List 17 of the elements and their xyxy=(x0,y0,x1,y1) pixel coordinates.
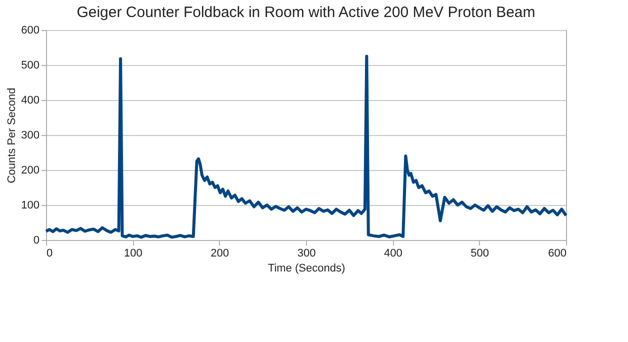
x-tick-label: 600 xyxy=(548,248,566,260)
y-tick-label: 100 xyxy=(21,200,40,212)
y-tick-label: 400 xyxy=(21,94,40,106)
x-axis-title: Time (Seconds) xyxy=(268,262,346,274)
y-tick-label: 300 xyxy=(21,130,40,142)
x-tick-label: 500 xyxy=(470,248,490,260)
x-tick-label: 100 xyxy=(124,248,142,260)
x-tick-label: 300 xyxy=(297,248,316,260)
x-tick-label: 0 xyxy=(46,248,53,260)
y-axis-title: Counts Per Second xyxy=(6,88,18,184)
y-tick-label: 200 xyxy=(21,164,40,176)
chart-title: Geiger Counter Foldback in Room with Active 200 MeV Proton Beam xyxy=(76,4,536,21)
x-tick-label: 200 xyxy=(210,248,230,260)
y-tick-label: 600 xyxy=(21,24,40,36)
x-tick-label: 400 xyxy=(384,248,402,260)
y-tick-label: 0 xyxy=(33,234,40,246)
y-tick-label: 500 xyxy=(21,60,40,72)
